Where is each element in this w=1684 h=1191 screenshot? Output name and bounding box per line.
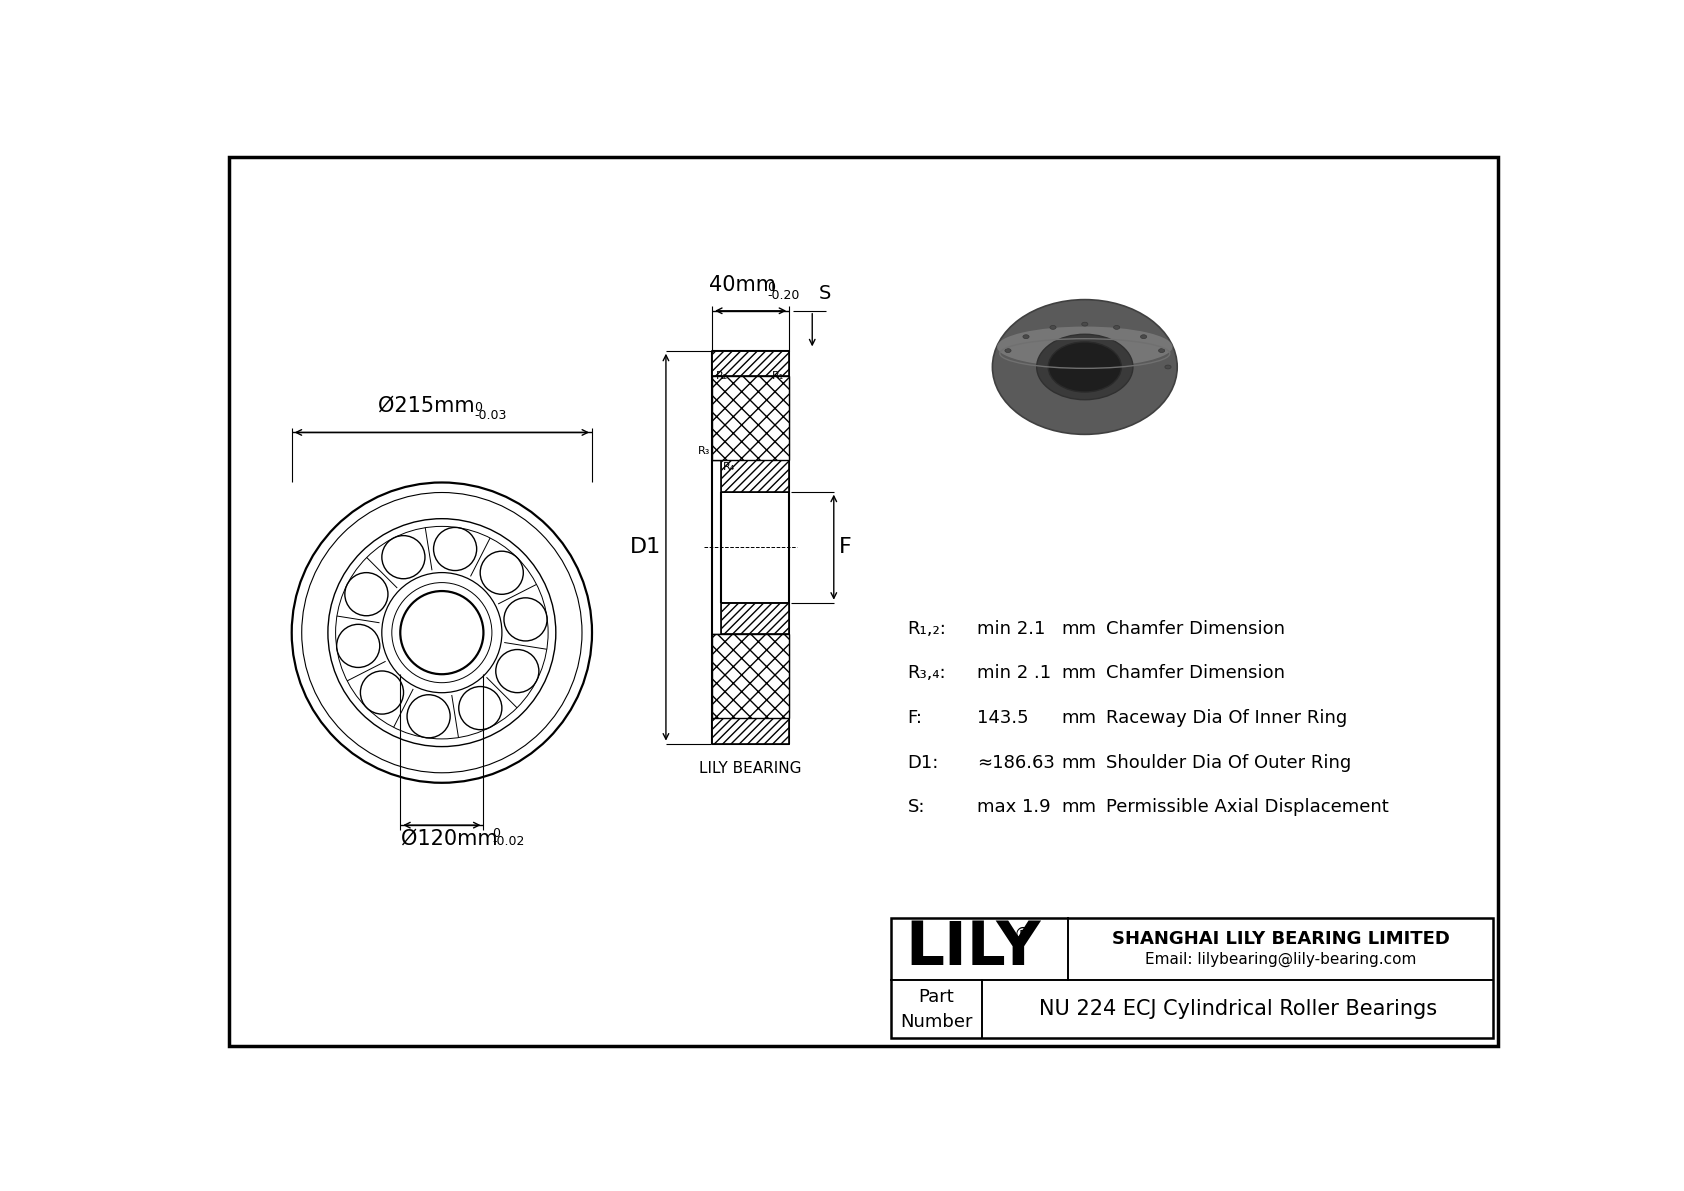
Text: R₃: R₃	[699, 445, 711, 456]
Ellipse shape	[992, 300, 1177, 435]
Bar	[721, 460, 790, 492]
Text: Chamfer Dimension: Chamfer Dimension	[1106, 619, 1285, 638]
Text: mm: mm	[1061, 709, 1096, 728]
Text: Ø215mm: Ø215mm	[379, 395, 475, 416]
Text: R₁,₂:: R₁,₂:	[908, 619, 946, 638]
Text: R₄: R₄	[722, 462, 736, 472]
Text: Raceway Dia Of Inner Ring: Raceway Dia Of Inner Ring	[1106, 709, 1347, 728]
Ellipse shape	[1165, 366, 1170, 369]
Bar	[891, 917, 1494, 1039]
Text: Part
Number: Part Number	[901, 987, 973, 1031]
Text: 0: 0	[475, 401, 482, 414]
Bar	[712, 351, 790, 376]
Text: 0: 0	[492, 828, 500, 841]
Text: mm: mm	[1061, 754, 1096, 772]
Bar	[712, 351, 790, 376]
Ellipse shape	[1113, 325, 1120, 330]
Text: min 2 .1: min 2 .1	[977, 665, 1051, 682]
Ellipse shape	[997, 326, 1172, 367]
Text: mm: mm	[1061, 665, 1096, 682]
Text: R₁: R₁	[773, 370, 785, 381]
Text: mm: mm	[1061, 619, 1096, 638]
Ellipse shape	[1047, 342, 1122, 392]
Text: max 1.9: max 1.9	[977, 798, 1051, 816]
Bar	[712, 718, 790, 743]
Text: 40mm: 40mm	[709, 275, 776, 295]
Text: Chamfer Dimension: Chamfer Dimension	[1106, 665, 1285, 682]
Ellipse shape	[1022, 335, 1029, 338]
Bar	[721, 603, 790, 634]
Text: mm: mm	[1061, 798, 1096, 816]
Text: 143.5: 143.5	[977, 709, 1029, 728]
Text: NU 224 ECJ Cylindrical Roller Bearings: NU 224 ECJ Cylindrical Roller Bearings	[1039, 999, 1436, 1019]
Text: ≈186.63: ≈186.63	[977, 754, 1054, 772]
Bar	[721, 603, 790, 634]
Ellipse shape	[1037, 335, 1133, 400]
Text: R₂: R₂	[716, 370, 727, 381]
Bar	[712, 376, 790, 460]
Text: Email: lilybearing@lily-bearing.com: Email: lilybearing@lily-bearing.com	[1145, 952, 1416, 967]
Text: R₃,₄:: R₃,₄:	[908, 665, 946, 682]
Text: min 2.1: min 2.1	[977, 619, 1046, 638]
Text: SHANGHAI LILY BEARING LIMITED: SHANGHAI LILY BEARING LIMITED	[1111, 930, 1450, 948]
Text: Permissible Axial Displacement: Permissible Axial Displacement	[1106, 798, 1389, 816]
Text: D1:: D1:	[908, 754, 940, 772]
Ellipse shape	[1081, 323, 1088, 326]
Text: S:: S:	[908, 798, 925, 816]
Ellipse shape	[1159, 349, 1165, 353]
Bar	[721, 460, 790, 492]
Ellipse shape	[1049, 325, 1056, 330]
Text: -0.03: -0.03	[475, 410, 507, 423]
Text: LILY BEARING: LILY BEARING	[699, 761, 802, 775]
Text: LILY: LILY	[906, 919, 1041, 979]
Text: F:: F:	[908, 709, 923, 728]
Text: Ø120mm: Ø120mm	[401, 829, 498, 849]
Text: F: F	[839, 537, 850, 557]
Ellipse shape	[1140, 335, 1147, 338]
Bar	[712, 634, 790, 718]
Bar	[712, 634, 790, 718]
Text: Shoulder Dia Of Outer Ring: Shoulder Dia Of Outer Ring	[1106, 754, 1352, 772]
Ellipse shape	[1005, 349, 1010, 353]
Text: S: S	[818, 285, 830, 303]
Text: -0.20: -0.20	[768, 288, 800, 301]
Bar	[712, 718, 790, 743]
Text: -0.02: -0.02	[492, 835, 524, 848]
Text: D1: D1	[630, 537, 662, 557]
Text: 0: 0	[768, 281, 776, 294]
Bar	[712, 376, 790, 460]
Text: ®: ®	[1014, 927, 1032, 944]
